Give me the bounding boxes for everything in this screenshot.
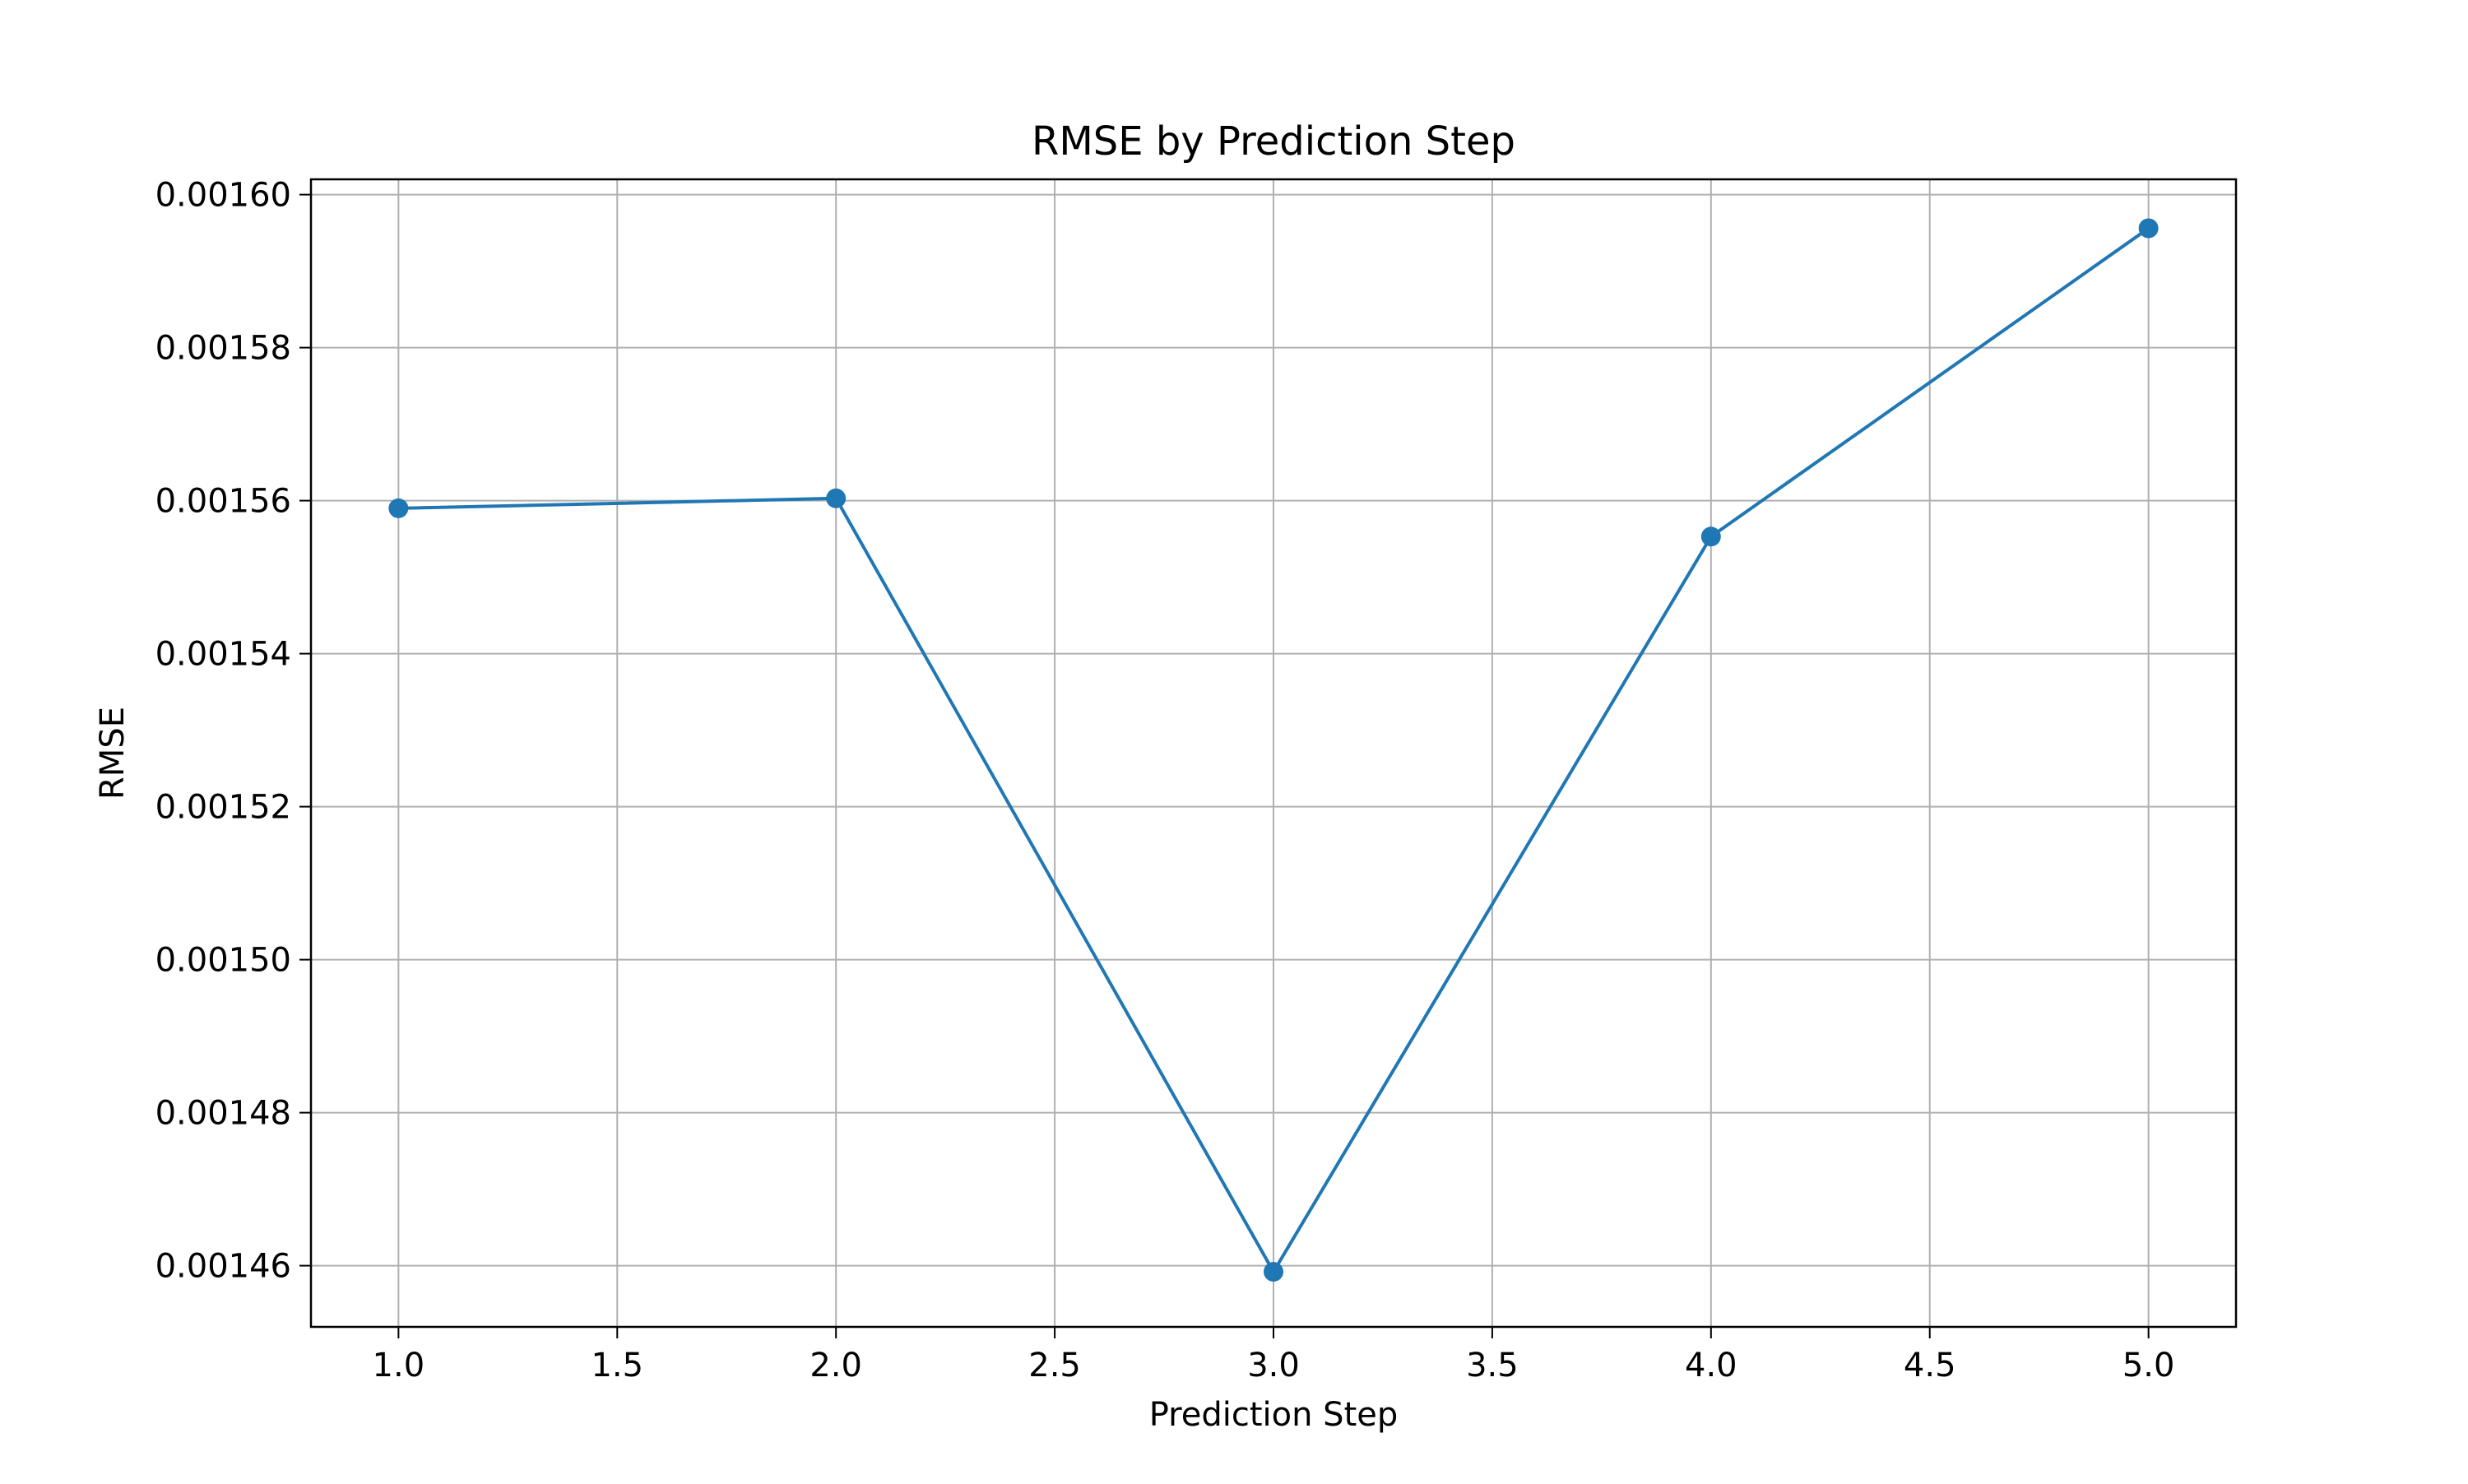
- x-tick-label: 2.5: [1028, 1347, 1081, 1384]
- data-point: [1264, 1262, 1283, 1282]
- y-tick-label: 0.00148: [155, 1095, 291, 1133]
- x-tick-label: 2.0: [810, 1347, 862, 1384]
- y-tick-label: 0.00150: [155, 942, 291, 980]
- x-tick-label: 1.5: [591, 1347, 643, 1384]
- data-point: [826, 488, 847, 508]
- y-tick-label: 0.00158: [155, 330, 291, 368]
- y-tick-label: 0.00160: [155, 177, 291, 215]
- y-tick-label: 0.00156: [155, 483, 291, 521]
- x-tick-label: 3.5: [1466, 1347, 1519, 1384]
- y-tick-label: 0.00146: [155, 1248, 291, 1286]
- x-tick-label: 5.0: [2122, 1347, 2175, 1384]
- data-point: [388, 498, 409, 518]
- x-tick-label: 4.5: [1904, 1347, 1956, 1384]
- y-tick-label: 0.00152: [155, 789, 291, 827]
- axis-ticks: 1.0 1.5 2.0 2.5 3.0 3.5 4.0 4.5 5.0 0.00146 0.0014…: [155, 177, 2175, 1384]
- series-layer: [388, 218, 2159, 1282]
- y-tick-label: 0.00154: [155, 636, 291, 674]
- grid-lines: [311, 179, 2236, 1327]
- data-point: [1700, 526, 1721, 547]
- x-axis-label: Prediction Step: [1149, 1396, 1399, 1434]
- data-point: [2138, 218, 2159, 239]
- x-tick-label: 1.0: [373, 1347, 425, 1384]
- y-axis-label: RMSE: [94, 707, 132, 800]
- x-tick-label: 3.0: [1247, 1347, 1300, 1384]
- x-tick-label: 4.0: [1685, 1347, 1737, 1384]
- chart-title: RMSE by Prediction Step: [1032, 118, 1515, 165]
